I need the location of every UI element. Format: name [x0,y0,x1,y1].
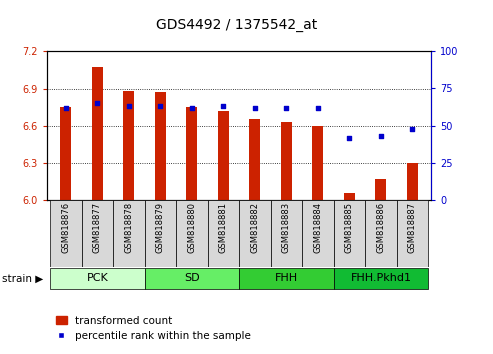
Legend: transformed count, percentile rank within the sample: transformed count, percentile rank withi… [52,312,255,345]
Bar [334,200,365,267]
Bar [365,200,397,267]
Text: PCK: PCK [86,273,108,283]
Bar [113,200,144,267]
Bar [313,126,323,200]
Text: GDS4492 / 1375542_at: GDS4492 / 1375542_at [156,18,317,32]
Bar [376,179,387,200]
Bar [123,91,134,200]
Point [62,105,70,111]
Bar [50,200,81,267]
Point [251,105,259,111]
Bar [239,268,334,289]
Bar [81,200,113,267]
Point [377,133,385,139]
Point [93,101,101,106]
Bar [208,200,239,267]
Bar [302,200,334,267]
Text: GSM818884: GSM818884 [314,202,322,253]
Text: GSM818879: GSM818879 [156,202,165,253]
Text: GSM818877: GSM818877 [93,202,102,253]
Text: GSM818882: GSM818882 [250,202,259,253]
Text: GSM818881: GSM818881 [219,202,228,253]
Point [314,105,322,111]
Text: GSM818885: GSM818885 [345,202,354,253]
Point [219,103,227,109]
Bar [50,268,144,289]
Bar [186,107,197,200]
Bar [271,200,302,267]
Bar [92,68,103,200]
Bar [281,122,292,200]
Text: GSM818886: GSM818886 [377,202,386,253]
Bar [144,268,239,289]
Bar [334,268,428,289]
Point [346,135,353,141]
Text: GSM818878: GSM818878 [124,202,133,253]
Bar [60,107,71,200]
Bar [155,92,166,200]
Bar [239,200,271,267]
Text: GSM818876: GSM818876 [61,202,70,253]
Bar [249,120,260,200]
Point [156,103,164,109]
Text: SD: SD [184,273,200,283]
Point [409,126,417,131]
Bar [397,200,428,267]
Point [188,105,196,111]
Text: strain ▶: strain ▶ [2,273,44,283]
Bar [176,200,208,267]
Text: FHH.Pkhd1: FHH.Pkhd1 [351,273,412,283]
Point [125,103,133,109]
Bar [407,163,418,200]
Bar [344,193,355,200]
Point [282,105,290,111]
Bar [218,111,229,200]
Text: GSM818883: GSM818883 [282,202,291,253]
Text: GSM818880: GSM818880 [187,202,196,253]
Text: FHH: FHH [275,273,298,283]
Bar [144,200,176,267]
Text: GSM818887: GSM818887 [408,202,417,253]
